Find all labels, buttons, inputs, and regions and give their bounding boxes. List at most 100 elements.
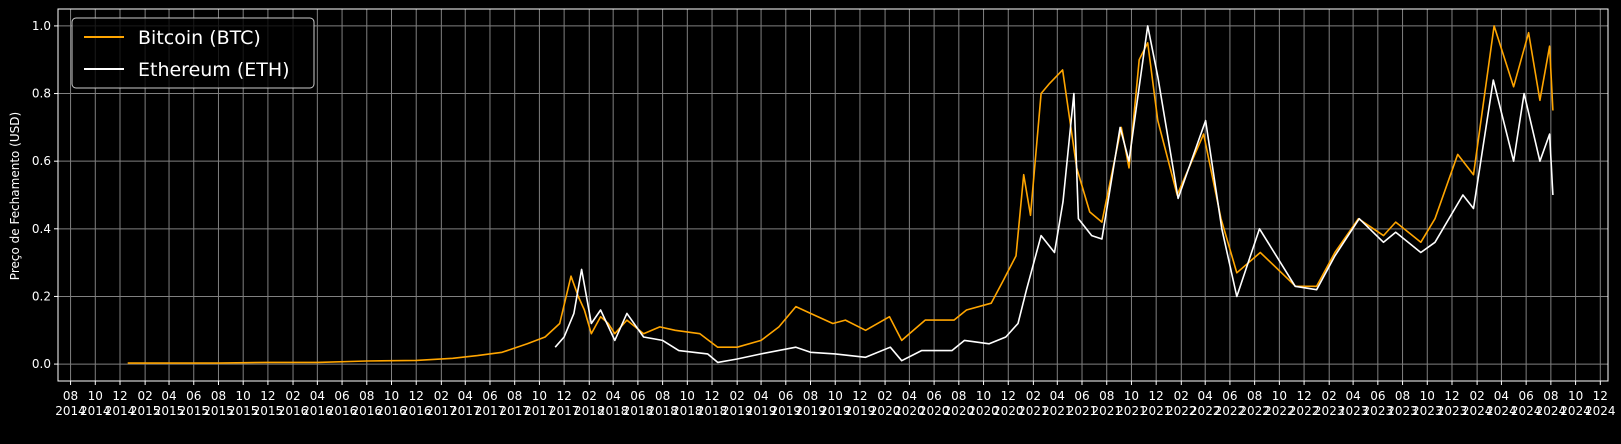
x-tick-year-label: 2015 xyxy=(203,404,234,418)
x-tick-year-label: 2023 xyxy=(1387,404,1418,418)
x-tick-year-label: 2020 xyxy=(870,404,901,418)
x-tick-month-label: 06 xyxy=(1519,389,1534,403)
x-tick-month-label: 06 xyxy=(1074,389,1089,403)
x-tick-month-label: 08 xyxy=(951,389,966,403)
x-tick-month-label: 04 xyxy=(753,389,768,403)
x-tick-year-label: 2017 xyxy=(524,404,555,418)
x-tick-month-label: 04 xyxy=(1198,389,1213,403)
x-tick-year-label: 2019 xyxy=(746,404,777,418)
x-tick-month-label: 04 xyxy=(1494,389,1509,403)
x-tick-month-label: 08 xyxy=(803,389,818,403)
x-tick-year-label: 2023 xyxy=(1338,404,1369,418)
x-tick-month-label: 02 xyxy=(1469,389,1484,403)
series-line-eth xyxy=(554,25,1554,364)
x-tick-year-label: 2019 xyxy=(820,404,851,418)
x-tick-month-label: 10 xyxy=(88,389,103,403)
x-tick-year-label: 2024 xyxy=(1462,404,1493,418)
x-tick-month-label: 12 xyxy=(852,389,867,403)
x-tick-month-label: 02 xyxy=(1026,389,1041,403)
x-tick-year-label: 2018 xyxy=(672,404,703,418)
x-tick-month-label: 10 xyxy=(384,389,399,403)
x-tick-year-label: 2018 xyxy=(647,404,678,418)
x-tick-year-label: 2015 xyxy=(130,404,161,418)
x-tick-month-label: 06 xyxy=(482,389,497,403)
x-tick-year-label: 2022 xyxy=(1215,404,1246,418)
x-tick-year-label: 2024 xyxy=(1560,404,1591,418)
x-tick-year-label: 2024 xyxy=(1486,404,1517,418)
x-tick-year-label: 2020 xyxy=(894,404,925,418)
x-tick-year-label: 2014 xyxy=(55,404,86,418)
x-tick-year-label: 2021 xyxy=(1018,404,1049,418)
x-tick-month-label: 12 xyxy=(1149,389,1164,403)
y-tick-label: 0.4 xyxy=(32,222,51,236)
x-tick-year-label: 2019 xyxy=(845,404,876,418)
x-tick-month-label: 02 xyxy=(285,389,300,403)
x-tick-year-label: 2017 xyxy=(450,404,481,418)
x-tick-year-label: 2016 xyxy=(376,404,407,418)
x-tick-month-label: 12 xyxy=(1593,389,1608,403)
x-tick-year-label: 2020 xyxy=(993,404,1024,418)
x-tick-month-label: 10 xyxy=(1272,389,1287,403)
x-tick-month-label: 10 xyxy=(1124,389,1139,403)
x-tick-year-label: 2016 xyxy=(327,404,358,418)
x-tick-month-label: 04 xyxy=(1050,389,1065,403)
x-tick-month-label: 06 xyxy=(334,389,349,403)
x-tick-year-label: 2017 xyxy=(549,404,580,418)
x-tick-month-label: 12 xyxy=(1296,389,1311,403)
x-tick-month-label: 04 xyxy=(310,389,325,403)
y-axis-label: Preço de Fechamento (USD) xyxy=(8,112,22,280)
x-tick-month-label: 02 xyxy=(582,389,597,403)
x-tick-month-label: 08 xyxy=(1099,389,1114,403)
x-tick-month-label: 06 xyxy=(1222,389,1237,403)
x-tick-year-label: 2018 xyxy=(697,404,728,418)
x-tick-month-label: 04 xyxy=(902,389,917,403)
x-tick-year-label: 2024 xyxy=(1585,404,1616,418)
x-tick-month-label: 10 xyxy=(236,389,251,403)
x-tick-year-label: 2020 xyxy=(968,404,999,418)
x-tick-year-label: 2021 xyxy=(1116,404,1147,418)
x-tick-month-label: 08 xyxy=(655,389,670,403)
x-tick-year-label: 2021 xyxy=(1091,404,1122,418)
x-tick-month-label: 12 xyxy=(409,389,424,403)
x-tick-year-label: 2022 xyxy=(1264,404,1295,418)
x-tick-month-label: 08 xyxy=(211,389,226,403)
x-tick-month-label: 02 xyxy=(1322,389,1337,403)
x-tick-year-label: 2021 xyxy=(1067,404,1098,418)
x-tick-year-label: 2022 xyxy=(1166,404,1197,418)
x-tick-year-label: 2014 xyxy=(105,404,136,418)
x-tick-month-label: 02 xyxy=(877,389,892,403)
x-tick-month-label: 08 xyxy=(507,389,522,403)
x-tick-month-label: 06 xyxy=(1370,389,1385,403)
x-tick-month-label: 06 xyxy=(926,389,941,403)
legend-box xyxy=(71,17,315,89)
x-tick-year-label: 2015 xyxy=(154,404,185,418)
x-tick-month-label: 06 xyxy=(778,389,793,403)
x-tick-month-label: 12 xyxy=(704,389,719,403)
y-tick-label: 0.6 xyxy=(32,154,51,168)
x-tick-year-label: 2016 xyxy=(352,404,383,418)
x-tick-month-label: 02 xyxy=(137,389,152,403)
x-tick-year-label: 2021 xyxy=(1042,404,1073,418)
x-tick-year-label: 2023 xyxy=(1363,404,1394,418)
x-tick-year-label: 2015 xyxy=(228,404,259,418)
x-tick-month-label: 08 xyxy=(1247,389,1262,403)
x-tick-month-label: 04 xyxy=(1345,389,1360,403)
x-tick-month-label: 08 xyxy=(63,389,78,403)
series-line-btc xyxy=(127,25,1554,364)
x-tick-year-label: 2017 xyxy=(426,404,457,418)
x-tick-year-label: 2016 xyxy=(278,404,309,418)
x-tick-month-label: 08 xyxy=(359,389,374,403)
plot-frame xyxy=(57,8,1609,382)
x-tick-year-label: 2019 xyxy=(722,404,753,418)
y-tick-label: 1.0 xyxy=(32,19,51,33)
x-tick-year-label: 2019 xyxy=(771,404,802,418)
x-tick-year-label: 2016 xyxy=(401,404,432,418)
x-tick-year-label: 2022 xyxy=(1239,404,1270,418)
x-tick-month-label: 12 xyxy=(1001,389,1016,403)
x-tick-year-label: 2014 xyxy=(80,404,111,418)
x-tick-year-label: 2023 xyxy=(1412,404,1443,418)
y-tick-label: 0.2 xyxy=(32,289,51,303)
x-tick-year-label: 2023 xyxy=(1437,404,1468,418)
x-tick-month-label: 08 xyxy=(1395,389,1410,403)
x-tick-year-label: 2021 xyxy=(1141,404,1172,418)
